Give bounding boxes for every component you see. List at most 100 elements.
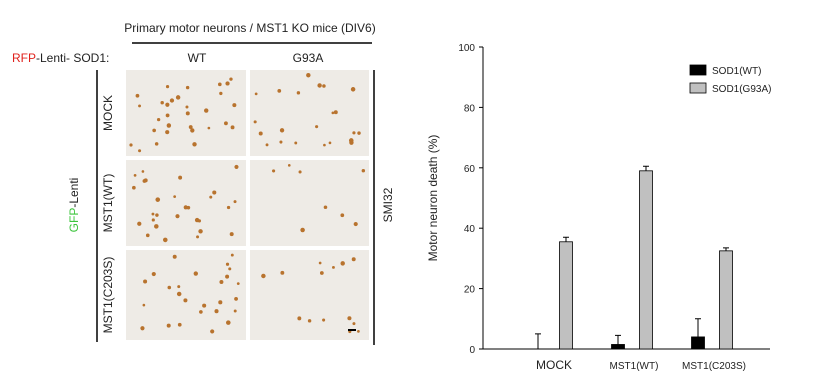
bar [692, 337, 705, 349]
bar [720, 251, 733, 349]
cell [186, 111, 190, 115]
cell [322, 84, 326, 88]
cell [279, 141, 282, 144]
cell [300, 228, 305, 233]
column-label: WT [188, 51, 207, 65]
cell [152, 218, 155, 221]
cell [173, 195, 176, 198]
legend-swatch [690, 83, 706, 93]
cell [224, 121, 228, 125]
image-grid [126, 70, 369, 340]
error-bar [535, 334, 541, 349]
cell [209, 196, 212, 199]
cell [183, 298, 187, 302]
cell [297, 91, 300, 94]
cell [272, 169, 275, 172]
legend-label: SOD1(G93A) [712, 84, 771, 95]
cell [322, 318, 325, 321]
cell [167, 286, 171, 290]
cell [226, 263, 229, 266]
x-tick-label: MST1(WT) [610, 361, 659, 372]
stain-label: SMI32 [381, 187, 395, 222]
cell [232, 103, 236, 107]
cell [143, 304, 146, 307]
error-bar [615, 335, 621, 344]
vector-label: RFP-Lenti- SOD1: [12, 51, 109, 65]
y-axis-label: Motor neuron death (%) [426, 135, 440, 262]
cell [349, 138, 354, 143]
cell [155, 142, 159, 146]
cell [199, 310, 203, 314]
vector-prefix: RFP [12, 51, 36, 65]
error-bar [723, 248, 729, 251]
cell [228, 267, 231, 270]
cell [134, 174, 137, 177]
bar [640, 171, 653, 349]
cell [176, 95, 180, 99]
cell [229, 78, 232, 81]
cell [165, 103, 169, 107]
cell [198, 229, 202, 233]
cell [347, 316, 351, 320]
cell [294, 142, 297, 145]
cell [166, 113, 170, 117]
cell [166, 85, 169, 88]
x-tick-label: MOCK [536, 358, 572, 372]
cell [167, 123, 171, 127]
cell [143, 279, 147, 283]
cell [194, 271, 198, 275]
cell [234, 297, 238, 301]
side-prefix: GFP [67, 208, 81, 233]
cell [185, 106, 188, 109]
cell [299, 170, 302, 173]
micrograph [250, 250, 369, 340]
cell [219, 280, 223, 284]
cell [152, 129, 156, 133]
y-tick-label: 20 [464, 285, 476, 296]
cell [154, 224, 159, 229]
cell [129, 143, 132, 146]
cell [173, 255, 177, 259]
cell [178, 176, 182, 180]
cell [288, 164, 291, 167]
cell [160, 101, 163, 104]
error-bar [643, 166, 649, 171]
row-label: MST1(WT) [101, 174, 115, 233]
cell [146, 234, 150, 238]
cell [170, 98, 174, 102]
x-tick-label: MST1(C203S) [682, 361, 746, 372]
cell [192, 142, 196, 146]
cell [332, 266, 335, 269]
column-label: G93A [293, 51, 324, 65]
cell [266, 143, 269, 146]
cell [202, 304, 206, 308]
y-tick-label: 100 [458, 43, 475, 54]
cell [155, 213, 158, 216]
cell [167, 324, 171, 328]
cell [196, 235, 199, 238]
cell [329, 142, 332, 145]
cell [165, 130, 169, 134]
cell [317, 83, 321, 87]
cell [277, 89, 281, 93]
cell [357, 330, 360, 333]
cell [227, 206, 230, 209]
cell [152, 272, 156, 276]
y-tick-label: 80 [464, 103, 476, 114]
cell [297, 316, 301, 320]
error-bar [563, 237, 569, 242]
micrograph [126, 160, 246, 246]
cell [254, 120, 257, 123]
cell [340, 213, 344, 217]
row-label: MOCK [101, 95, 115, 131]
cell [340, 261, 344, 265]
y-tick-label: 60 [464, 164, 476, 175]
cell [138, 149, 141, 152]
cell [324, 205, 328, 209]
cell [226, 320, 231, 325]
cell [177, 292, 182, 297]
cell [231, 125, 235, 129]
cell [155, 197, 160, 202]
